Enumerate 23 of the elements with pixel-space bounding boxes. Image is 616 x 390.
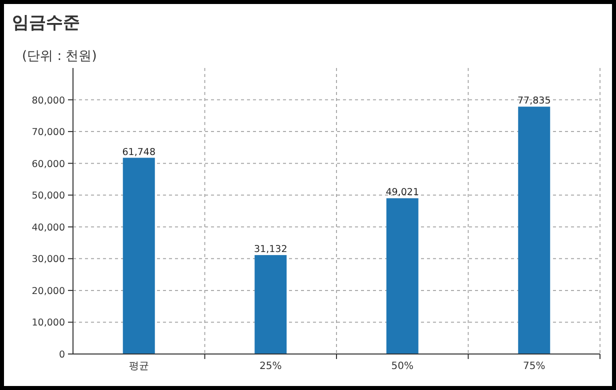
bar <box>518 106 550 354</box>
text: 49,021 <box>386 187 419 198</box>
bar <box>386 198 418 354</box>
y-tick-label: 80,000 <box>32 95 65 106</box>
bar <box>254 255 287 354</box>
text: 77,835 <box>518 96 551 107</box>
x-tick-label: 평균 <box>128 361 149 372</box>
text: 61,748 <box>122 146 156 158</box>
y-tick-label: 30,000 <box>32 254 65 266</box>
y-tick-label: 0 <box>58 350 65 360</box>
text: 31,132 <box>254 244 288 256</box>
x-tick-label: 75% <box>523 361 546 372</box>
y-tick-label: 10,000 <box>32 318 65 329</box>
bar <box>122 158 155 354</box>
y-tick-label: 40,000 <box>32 222 65 234</box>
y-tick-label: 60,000 <box>32 158 65 170</box>
y-tick-label: 20,000 <box>32 286 65 297</box>
chart-title: 임금수준 <box>12 13 80 33</box>
y-tick-label: 70,000 <box>32 127 65 138</box>
x-tick-label: 25% <box>260 361 282 372</box>
y-tick-label: 50,000 <box>32 190 65 202</box>
x-tick-label: 50% <box>391 361 414 372</box>
y-axis-title: (단위 : 천원) <box>22 49 97 64</box>
